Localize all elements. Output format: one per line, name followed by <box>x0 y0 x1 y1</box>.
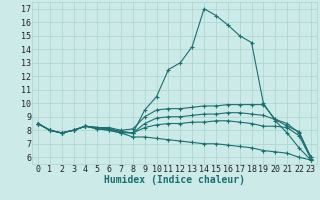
X-axis label: Humidex (Indice chaleur): Humidex (Indice chaleur) <box>104 175 245 185</box>
